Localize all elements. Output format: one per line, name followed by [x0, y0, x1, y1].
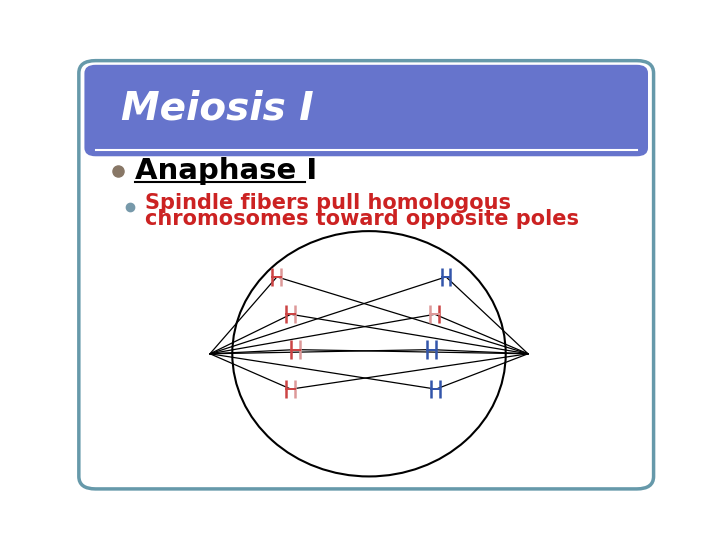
- Text: Anaphase I: Anaphase I: [135, 157, 317, 185]
- Text: chromosomes toward opposite poles: chromosomes toward opposite poles: [145, 208, 579, 228]
- Text: Meiosis I: Meiosis I: [121, 90, 313, 127]
- Text: Spindle fibers pull homologous: Spindle fibers pull homologous: [145, 193, 510, 213]
- FancyBboxPatch shape: [84, 65, 648, 156]
- Ellipse shape: [233, 231, 505, 476]
- FancyBboxPatch shape: [79, 60, 654, 489]
